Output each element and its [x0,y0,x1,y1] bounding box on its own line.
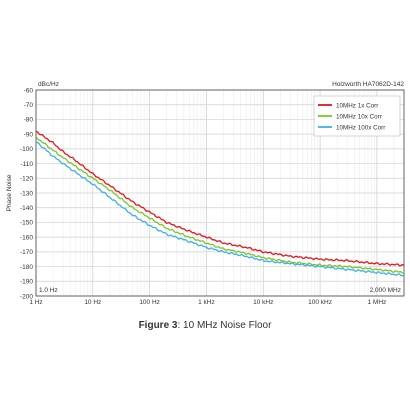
y-tick-label: -90 [24,131,34,138]
series-line-1 [35,130,405,267]
x-tick-label: 100 kHz [308,299,332,306]
y-tick-label: -180 [20,264,33,271]
y-tick-label: -140 [20,205,33,212]
carrier-frequency-label: 2,000 MHz [370,287,401,294]
y-tick-label: -170 [20,249,33,256]
x-tick-label: 10 kHz [253,299,273,306]
figure-caption-text: : 10 MHz Noise Floor [177,320,272,331]
y-tick-label: -120 [20,176,33,183]
x-tick-label: 100 Hz [139,299,160,306]
figure-caption: Figure 3: 10 MHz Noise Floor [0,320,410,331]
y-tick-label: -150 [20,220,33,227]
y-tick-label: -160 [20,234,33,241]
series-line-3 [35,141,405,277]
y-tick-label: -60 [24,87,34,94]
x-tick-label: 10 Hz [84,299,101,306]
y-tick-label: -110 [20,161,33,168]
x-tick-label: 1 kHz [198,299,215,306]
figure-label: Figure 3 [138,320,178,331]
y-tick-label: -100 [20,146,33,153]
y-axis-title: Phase Noise [6,174,13,211]
phase-noise-chart: 1 Hz 10 Hz 100 Hz 1 kHz 10 kHz 100 kHz 1 MHz -6… [6,81,405,306]
legend-label: 10MHz 100x Corr [336,124,385,131]
legend-label: 10MHz 1x Corr [336,102,378,109]
y-tick-label: -190 [20,279,33,286]
series-line-2 [35,135,404,274]
device-label: Holzworth HA7062D-142 [332,81,404,88]
y-tick-label: -200 [20,293,33,300]
y-tick-label: -130 [20,190,33,197]
x-tick-label: 1 MHz [368,299,387,306]
y-tick-label: -80 [24,117,34,124]
y-unit-label: dBc/Hz [38,81,59,88]
y-tick-label: -70 [24,102,34,109]
legend-label: 10MHz 10x Corr [336,113,382,120]
plot-frame [35,89,405,297]
x-tick-label: 1 Hz [29,299,42,306]
start-frequency-label: 1.0 Hz [39,287,58,294]
